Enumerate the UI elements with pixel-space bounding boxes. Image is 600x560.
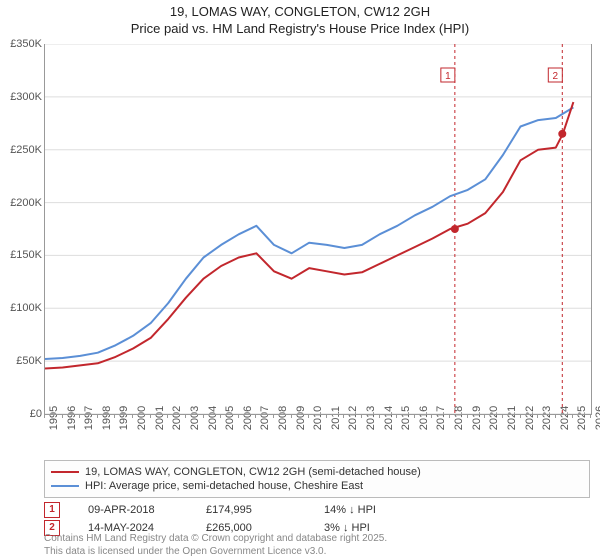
y-tick-label: £50K <box>16 355 42 367</box>
footer-attribution: Contains HM Land Registry data © Crown c… <box>44 533 590 558</box>
legend-label-series2: HPI: Average price, semi-detached house,… <box>85 480 363 492</box>
x-tick-label: 2026 <box>594 406 600 430</box>
legend-row-series2: HPI: Average price, semi-detached house,… <box>51 479 583 493</box>
marker-date-1: 09-APR-2018 <box>88 504 178 516</box>
title-line2: Price paid vs. HM Land Registry's House … <box>0 21 600 38</box>
svg-text:1: 1 <box>445 71 451 82</box>
marker-price-1: £174,995 <box>206 504 296 516</box>
y-tick-label: £200K <box>10 197 42 209</box>
chart-title-block: 19, LOMAS WAY, CONGLETON, CW12 2GH Price… <box>0 0 600 38</box>
marker-badge-1: 1 <box>44 502 60 518</box>
legend-box: 19, LOMAS WAY, CONGLETON, CW12 2GH (semi… <box>44 460 590 498</box>
legend-swatch-series1 <box>51 471 79 474</box>
footer-line2: This data is licensed under the Open Gov… <box>44 546 590 559</box>
y-tick-label: £0 <box>30 408 42 420</box>
legend-label-series1: 19, LOMAS WAY, CONGLETON, CW12 2GH (semi… <box>85 466 421 478</box>
legend-swatch-series2 <box>51 485 79 488</box>
marker-delta-1: 14% ↓ HPI <box>324 504 414 516</box>
title-line1: 19, LOMAS WAY, CONGLETON, CW12 2GH <box>0 4 600 21</box>
chart-plot-area: 12 <box>44 44 592 415</box>
y-tick-label: £150K <box>10 249 42 261</box>
y-tick-label: £100K <box>10 302 42 314</box>
chart-svg: 12 <box>45 44 591 414</box>
marker-row-1: 1 09-APR-2018 £174,995 14% ↓ HPI <box>44 502 590 518</box>
y-tick-label: £300K <box>10 91 42 103</box>
y-tick-label: £250K <box>10 144 42 156</box>
svg-text:2: 2 <box>553 71 559 82</box>
y-tick-label: £350K <box>10 38 42 50</box>
footer-line1: Contains HM Land Registry data © Crown c… <box>44 533 590 546</box>
legend-row-series1: 19, LOMAS WAY, CONGLETON, CW12 2GH (semi… <box>51 465 583 479</box>
